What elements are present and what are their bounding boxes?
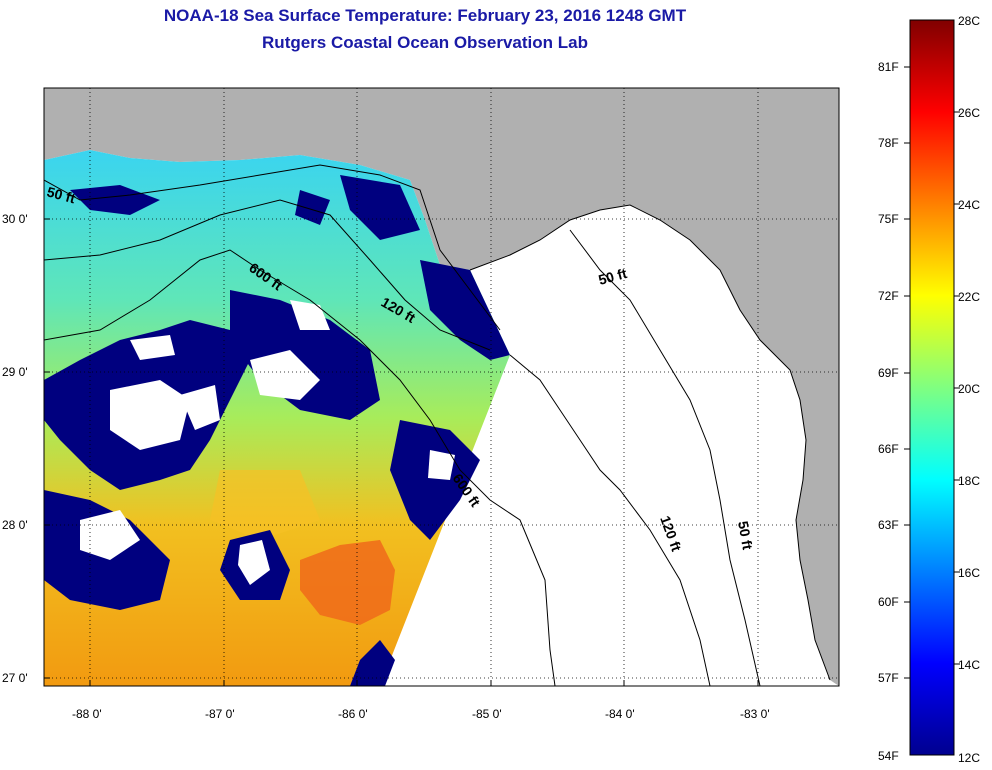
- contour-label: 50 ft: [735, 520, 756, 551]
- lon-tick: -87 0': [205, 707, 235, 721]
- colorbar-f-label: 63F: [878, 518, 899, 532]
- colorbar-c-label: 12C: [958, 751, 980, 765]
- map-subtitle: Rutgers Coastal Ocean Observation Lab: [262, 33, 588, 52]
- colorbar-f-label: 72F: [878, 289, 899, 303]
- land-area: [44, 88, 839, 686]
- colorbar-f-label: 57F: [878, 671, 899, 685]
- colorbar-c-label: 18C: [958, 474, 980, 488]
- nodata-gaps: [80, 300, 455, 585]
- colorbar-f-label: 66F: [878, 442, 899, 456]
- lon-tick: -86 0': [338, 707, 368, 721]
- colorbar-f-label: 78F: [878, 136, 899, 150]
- lon-tick: -84 0': [605, 707, 635, 721]
- colorbar-c-label: 20C: [958, 382, 980, 396]
- contour-label: 50 ft: [45, 183, 77, 206]
- colorbar: [909, 19, 955, 756]
- colorbar-c-label: 28C: [958, 14, 980, 28]
- contour-label: 50 ft: [597, 265, 629, 288]
- colorbar-c-label: 26C: [958, 106, 980, 120]
- lat-tick: 27 0': [2, 671, 28, 685]
- colorbar-c-label: 16C: [958, 566, 980, 580]
- colorbar-f-label: 54F: [878, 749, 899, 763]
- colorbar-c-label: 24C: [958, 198, 980, 212]
- lat-tick: 29 0': [2, 365, 28, 379]
- lat-tick: 28 0': [2, 518, 28, 532]
- colorbar-f-label: 81F: [878, 60, 899, 74]
- map-title: NOAA-18 Sea Surface Temperature: Februar…: [163, 6, 687, 25]
- lon-tick: -83 0': [740, 707, 770, 721]
- colorbar-f-label: 75F: [878, 212, 899, 226]
- lon-tick: -85 0': [472, 707, 502, 721]
- depth-contours: [44, 164, 761, 686]
- coastline: [469, 204, 831, 681]
- warm-eddy: [300, 540, 395, 625]
- colorbar-c-label: 22C: [958, 290, 980, 304]
- graticule: [44, 88, 839, 686]
- lat-tick: 30 0': [2, 212, 28, 226]
- colorbar-f-label: 69F: [878, 366, 899, 380]
- colorbar-f-label: 60F: [878, 595, 899, 609]
- colorbar-c-label: 14C: [958, 658, 980, 672]
- lon-tick: -88 0': [72, 707, 102, 721]
